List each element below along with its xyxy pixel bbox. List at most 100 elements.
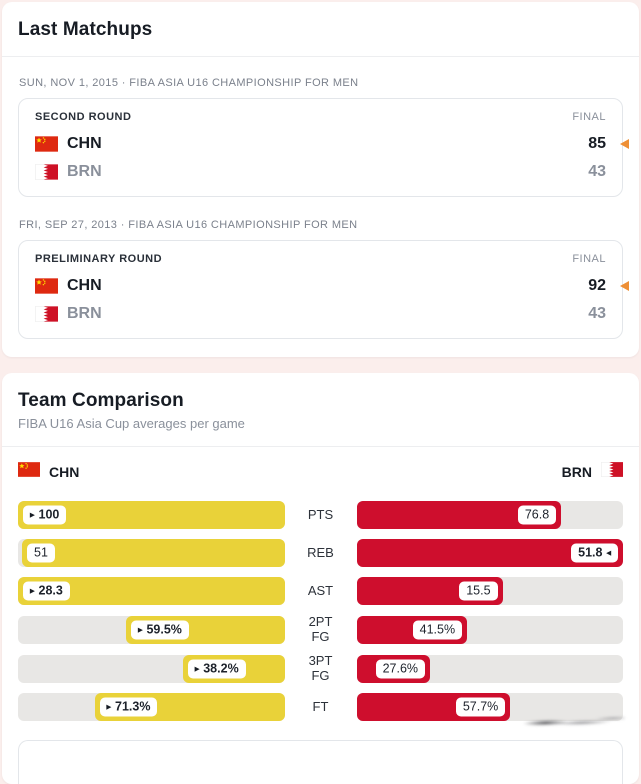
chn-bar-track: ▸ 71.3% bbox=[18, 693, 285, 722]
china-flag-icon bbox=[18, 462, 40, 482]
brn-bar-track: 76.8◂ bbox=[356, 501, 623, 529]
stat-value: 51.8 bbox=[578, 545, 603, 560]
brn-bar-fill: 41.5%◂ bbox=[356, 615, 468, 644]
team-row-brn: BRN 43 bbox=[35, 161, 606, 182]
stat-value: 41.5% bbox=[419, 622, 456, 637]
stat-value: 71.3% bbox=[115, 699, 151, 714]
chn-bar-track: ▸ 100 bbox=[18, 501, 285, 529]
stat-value: 59.5% bbox=[146, 622, 182, 637]
match-card[interactable]: PRELIMINARY ROUND FINAL CHN 92 BRN 43 bbox=[18, 240, 629, 339]
next-section-card-stub bbox=[18, 740, 623, 784]
chn-bar-fill: ▸ 28.3 bbox=[18, 577, 285, 605]
status-badge: FINAL bbox=[572, 111, 606, 123]
brn-value-pill: 41.5%◂ bbox=[410, 618, 465, 642]
winner-arrow-icon: ▸ bbox=[30, 585, 35, 596]
brn-value-pill: 15.5◂ bbox=[457, 579, 500, 603]
status-badge: FINAL bbox=[572, 253, 606, 265]
stat-label: PTS bbox=[307, 506, 334, 522]
brn-bar-fill: 76.8◂ bbox=[356, 501, 562, 529]
stat-value: 27.6% bbox=[382, 661, 419, 676]
game-date-line: SUN, NOV 1, 2015 · FIBA ASIA U16 CHAMPIO… bbox=[19, 77, 359, 89]
team-code: CHN bbox=[67, 134, 102, 152]
brn-bar-fill: 51.8 ◂ bbox=[356, 539, 623, 567]
stat-label: REB bbox=[307, 544, 334, 560]
brn-bar-track: 41.5%◂ bbox=[356, 615, 623, 644]
brn-bar-track: 51.8 ◂ bbox=[356, 539, 623, 567]
stat-label: 3PT FG bbox=[308, 653, 333, 683]
page-title: Last Matchups bbox=[18, 19, 153, 40]
winner-marker-icon bbox=[620, 280, 629, 291]
winner-arrow-icon: ◂ bbox=[606, 547, 611, 558]
bahrain-flag-icon bbox=[35, 305, 58, 322]
brn-bar-track: 57.7%◂ bbox=[356, 693, 623, 722]
team-row-chn: CHN 92 bbox=[35, 275, 629, 296]
brn-bar-fill: 57.7%◂ bbox=[356, 693, 511, 722]
chn-value-pill: ▸ 71.3% bbox=[97, 695, 160, 719]
brn-value-pill: 57.7%◂ bbox=[453, 695, 508, 719]
chn-value-pill: ▸ 38.2% bbox=[185, 657, 248, 681]
stat-row-pts: ▸100 PTS 76.8◂ bbox=[18, 501, 623, 529]
section-title: Team Comparison bbox=[18, 390, 184, 411]
winner-arrow-icon: ▸ bbox=[30, 509, 35, 520]
comparison-legend: CHN BRN bbox=[2, 447, 639, 482]
brn-bar-track: 15.5◂ bbox=[356, 577, 623, 605]
match-card-header: PRELIMINARY ROUND FINAL bbox=[35, 253, 606, 265]
team-code: CHN bbox=[67, 276, 102, 294]
team-code: BRN bbox=[67, 304, 102, 322]
stat-row-ft: ▸71.3% FT 57.7%◂ bbox=[18, 693, 623, 722]
comparison-bars: ▸100 PTS 76.8◂ ▸51 REB 51.8◂ bbox=[2, 482, 639, 722]
stat-row-3ptfg: ▸38.2% 3PT FG 27.6%◂ bbox=[18, 653, 623, 683]
team-score: 92 bbox=[588, 276, 606, 294]
stat-value: 28.3 bbox=[38, 583, 63, 598]
stat-value: 15.5 bbox=[466, 583, 491, 598]
stat-row-ast: ▸28.3 AST 15.5◂ bbox=[18, 577, 623, 605]
chn-bar-fill: ▸ 38.2% bbox=[182, 654, 285, 683]
team-comparison-header: Team Comparison FIBA U16 Asia Cup averag… bbox=[2, 373, 639, 446]
team-comparison-card: Team Comparison FIBA U16 Asia Cup averag… bbox=[2, 373, 639, 784]
legend-home-name: CHN bbox=[49, 464, 80, 480]
brn-bar-fill: 15.5◂ bbox=[356, 577, 503, 605]
brn-bar-fill: 27.6%◂ bbox=[356, 654, 431, 683]
winner-arrow-icon: ▸ bbox=[106, 701, 112, 712]
brn-value-pill: 76.8◂ bbox=[515, 503, 559, 527]
stat-row-reb: ▸51 REB 51.8◂ bbox=[18, 539, 623, 567]
stat-value: 76.8 bbox=[524, 507, 550, 522]
stat-value: 57.7% bbox=[462, 699, 499, 714]
team-row-chn: CHN 85 bbox=[35, 133, 629, 154]
last-matchups-card: Last Matchups SUN, NOV 1, 2015 · FIBA AS… bbox=[2, 2, 639, 357]
winner-marker-icon bbox=[620, 138, 629, 149]
team-score: 85 bbox=[588, 134, 606, 152]
legend-away-name: BRN bbox=[561, 464, 592, 480]
brn-bar-track: 27.6%◂ bbox=[356, 654, 623, 683]
stat-row-2ptfg: ▸59.5% 2PT FG 41.5%◂ bbox=[18, 614, 623, 644]
round-label: PRELIMINARY ROUND bbox=[35, 253, 163, 265]
chn-bar-track: ▸ 59.5% bbox=[18, 615, 285, 644]
chn-bar-track: ▸ 28.3 bbox=[18, 577, 285, 605]
stat-label: 2PT FG bbox=[308, 614, 333, 644]
brn-value-pill: 51.8 ◂ bbox=[569, 541, 620, 565]
header-divider bbox=[2, 446, 639, 447]
match-card[interactable]: SECOND ROUND FINAL CHN 85 BRN 43 bbox=[18, 98, 629, 197]
chn-bar-fill: ▸ 100 bbox=[18, 501, 285, 529]
bahrain-flag-icon bbox=[601, 462, 623, 482]
chn-value-pill: ▸ 100 bbox=[21, 503, 69, 527]
matchups-list: SUN, NOV 1, 2015 · FIBA ASIA U16 CHAMPIO… bbox=[2, 57, 639, 357]
bahrain-flag-icon bbox=[35, 163, 58, 180]
winner-arrow-icon: ▸ bbox=[137, 624, 143, 635]
team-score: 43 bbox=[588, 162, 606, 180]
match-card-header: SECOND ROUND FINAL bbox=[35, 111, 606, 123]
section-subtitle: FIBA U16 Asia Cup averages per game bbox=[18, 416, 245, 431]
stat-value: 100 bbox=[38, 507, 60, 522]
stat-value: 51 bbox=[34, 545, 48, 560]
stat-value: 38.2% bbox=[203, 661, 239, 676]
last-matchups-header: Last Matchups bbox=[2, 2, 639, 56]
header-divider bbox=[2, 56, 639, 57]
chn-value-pill: ▸51 bbox=[25, 541, 57, 565]
chn-value-pill: ▸ 28.3 bbox=[21, 579, 72, 603]
chn-bar-fill: ▸ 71.3% bbox=[94, 693, 285, 722]
stat-label: AST bbox=[307, 582, 334, 598]
winner-arrow-icon: ▸ bbox=[194, 663, 200, 674]
game-date-line: FRI, SEP 27, 2013 · FIBA ASIA U16 CHAMPI… bbox=[19, 219, 358, 231]
china-flag-icon bbox=[35, 277, 58, 294]
round-label: SECOND ROUND bbox=[35, 111, 132, 123]
